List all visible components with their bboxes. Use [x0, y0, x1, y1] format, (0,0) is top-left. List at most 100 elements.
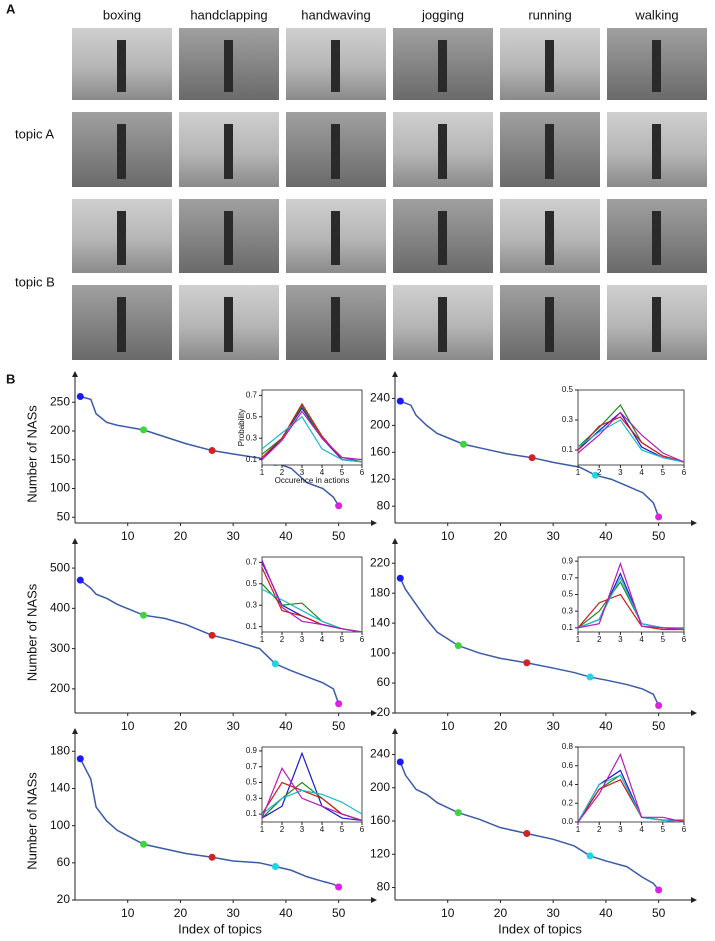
y-tick-label: 300: [50, 641, 70, 655]
person: [224, 124, 233, 179]
topic-point: [591, 471, 599, 479]
person: [545, 211, 554, 265]
inset-frame: [261, 389, 363, 466]
x-tick-label: 10: [441, 906, 455, 920]
x-tick-label: 3: [618, 825, 623, 834]
topic-point: [586, 852, 594, 860]
y-axis-label: Probability: [237, 409, 246, 446]
probability-line: [261, 410, 363, 461]
person: [545, 124, 554, 179]
y-tick-label: 0.7: [246, 557, 258, 566]
action-label: running: [528, 7, 571, 22]
x-tick-label: 50: [652, 529, 666, 543]
topic-point: [528, 454, 536, 462]
y-tick-label: 0.3: [246, 433, 258, 442]
y-tick-label: 0.5: [562, 590, 574, 599]
y-tick-label: 80: [377, 498, 391, 512]
y-tick-label: 500: [50, 560, 70, 574]
topic-point: [655, 513, 663, 521]
probability-line: [577, 752, 685, 823]
y-tick-label: 180: [370, 585, 390, 599]
probability-line: [577, 416, 685, 463]
x-tick-label: 6: [360, 468, 365, 477]
y-tick-label: 0.1: [246, 455, 258, 464]
x-arrow: [371, 520, 377, 526]
y-tick-label: 140: [370, 615, 390, 629]
x-tick-label: 10: [121, 906, 135, 920]
x-tick-label: 5: [340, 635, 345, 644]
x-tick-label: 2: [597, 468, 602, 477]
topic-point: [586, 673, 594, 681]
x-tick-label: 6: [682, 468, 687, 477]
topic-point: [271, 863, 279, 871]
panel-label: B: [6, 371, 15, 386]
topic-point: [396, 758, 404, 766]
probability-line: [261, 767, 363, 821]
y-tick-label: 20: [377, 705, 391, 719]
y-tick-label: 160: [370, 444, 390, 458]
x-tick-label: 20: [174, 529, 188, 543]
x-tick-label: 2: [597, 825, 602, 834]
x-arrow: [691, 897, 697, 903]
x-tick-label: 20: [494, 719, 508, 733]
topic-label: topic B: [15, 274, 55, 289]
x-tick-label: 1: [576, 468, 581, 477]
topic-point: [460, 440, 468, 448]
x-tick-label: 50: [332, 719, 346, 733]
x-tick-label: 6: [360, 825, 365, 834]
person: [117, 211, 126, 265]
y-tick-label: 0.7: [246, 762, 258, 771]
inset-frame: [261, 746, 363, 823]
x-tick-label: 1: [260, 635, 265, 644]
y-tick-label: 0.5: [246, 778, 258, 787]
y-tick-label: 50: [57, 509, 71, 523]
x-tick-label: 50: [332, 529, 346, 543]
y-tick-label: 0.5: [562, 385, 574, 394]
x-tick-label: 5: [661, 635, 666, 644]
person: [545, 297, 554, 352]
topic-point: [335, 502, 343, 510]
y-arrow: [392, 371, 398, 377]
y-arrow: [72, 538, 78, 544]
y-tick-label: 0.5: [246, 579, 258, 588]
x-tick-label: 50: [652, 719, 666, 733]
x-axis-label: Index of topics: [178, 921, 262, 936]
x-tick-label: 3: [300, 825, 305, 834]
topic-point: [76, 393, 84, 400]
action-label: boxing: [103, 7, 141, 22]
y-axis-label: Number of NASs: [24, 772, 39, 870]
y-tick-label: 0.6: [562, 761, 574, 770]
y-tick-label: 140: [50, 781, 70, 795]
x-tick-label: 2: [280, 825, 285, 834]
x-tick-label: 3: [618, 635, 623, 644]
x-tick-label: 10: [121, 719, 135, 733]
action-label: handwaving: [301, 7, 370, 22]
y-tick-label: 0.0: [562, 817, 574, 826]
probability-line: [577, 593, 684, 631]
x-tick-label: 50: [332, 906, 346, 920]
x-tick-label: 30: [227, 719, 241, 733]
person: [652, 124, 661, 179]
y-tick-label: 0.1: [562, 623, 574, 632]
x-tick-label: 5: [661, 468, 666, 477]
y-tick-label: 80: [377, 880, 391, 894]
y-tick-label: 0.3: [562, 415, 574, 424]
probability-line: [261, 559, 363, 633]
topic-point: [140, 611, 148, 619]
probability-line: [577, 561, 685, 631]
y-tick-label: 0.1: [246, 809, 258, 818]
probability-line: [261, 789, 363, 815]
x-tick-label: 20: [174, 906, 188, 920]
person: [224, 40, 233, 92]
topic-point: [655, 886, 663, 894]
y-tick-label: 0.1: [562, 445, 574, 454]
panel-label: A: [6, 1, 16, 16]
x-tick-label: 30: [227, 529, 241, 543]
y-tick-label: 0.9: [246, 746, 258, 755]
action-label: handclapping: [190, 7, 267, 22]
topic-point: [76, 576, 84, 584]
topic-point: [76, 755, 84, 763]
y-tick-label: 250: [50, 394, 70, 408]
probability-line: [261, 751, 363, 822]
